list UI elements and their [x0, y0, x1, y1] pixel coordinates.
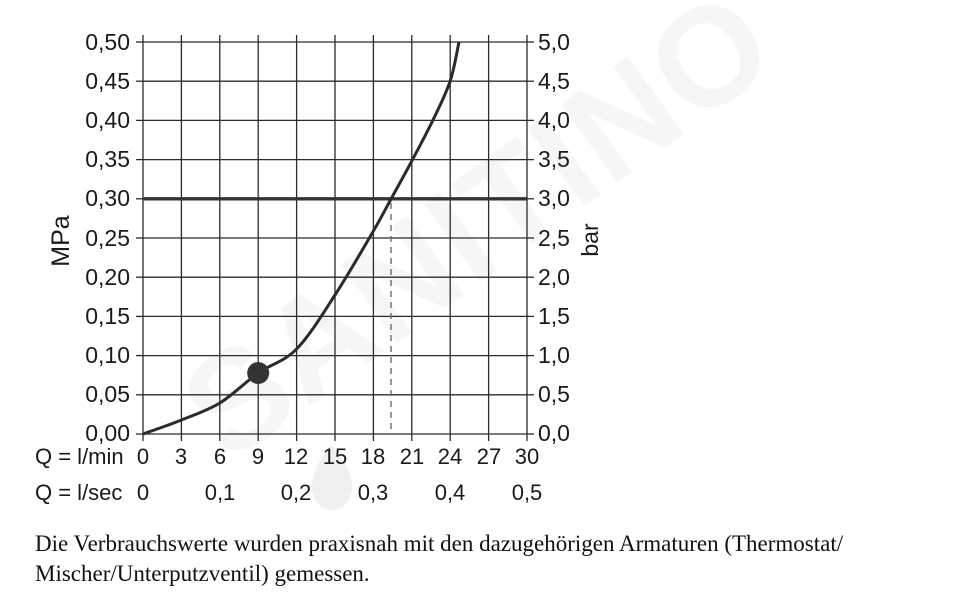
svg-text:24: 24 [438, 444, 462, 469]
svg-text:0,40: 0,40 [85, 107, 130, 133]
svg-text:0: 0 [137, 444, 149, 469]
svg-text:1,0: 1,0 [538, 342, 570, 368]
svg-text:6: 6 [214, 444, 226, 469]
svg-text:2,5: 2,5 [538, 225, 570, 251]
svg-text:3: 3 [175, 444, 187, 469]
svg-text:0,3: 0,3 [358, 480, 389, 505]
svg-text:Die Verbrauchswerte wurden pra: Die Verbrauchswerte wurden praxisnah mit… [35, 531, 844, 556]
svg-text:0,1: 0,1 [205, 480, 236, 505]
svg-text:15: 15 [323, 444, 347, 469]
svg-text:0,2: 0,2 [281, 480, 312, 505]
svg-text:SANITINO: SANITINO [154, 0, 800, 489]
svg-text:3,0: 3,0 [538, 185, 570, 211]
svg-text:0,20: 0,20 [85, 264, 130, 290]
svg-text:18: 18 [361, 444, 385, 469]
svg-text:Mischer/Unterputzventil) gemes: Mischer/Unterputzventil) gemessen. [35, 561, 370, 586]
svg-text:0,0: 0,0 [538, 420, 570, 446]
svg-text:3,5: 3,5 [538, 146, 570, 172]
svg-text:1,5: 1,5 [538, 303, 570, 329]
svg-text:5,0: 5,0 [538, 29, 570, 55]
svg-text:0: 0 [137, 480, 149, 505]
svg-text:0,5: 0,5 [512, 480, 543, 505]
svg-text:21: 21 [400, 444, 424, 469]
svg-text:0,4: 0,4 [435, 480, 466, 505]
svg-text:12: 12 [284, 444, 308, 469]
svg-text:0,35: 0,35 [85, 146, 130, 172]
svg-text:4,5: 4,5 [538, 68, 570, 94]
svg-text:4,0: 4,0 [538, 107, 570, 133]
svg-text:0,50: 0,50 [85, 29, 130, 55]
svg-text:Q = l/min: Q = l/min [35, 444, 124, 469]
svg-text:bar: bar [577, 223, 603, 257]
svg-text:0,25: 0,25 [85, 225, 130, 251]
svg-text:30: 30 [515, 444, 539, 469]
svg-text:0,00: 0,00 [85, 420, 130, 446]
svg-text:0,10: 0,10 [85, 342, 130, 368]
svg-text:0,45: 0,45 [85, 68, 130, 94]
svg-text:9: 9 [252, 444, 264, 469]
svg-text:0,30: 0,30 [85, 185, 130, 211]
svg-text:0,5: 0,5 [538, 381, 570, 407]
svg-text:27: 27 [477, 444, 501, 469]
svg-text:MPa: MPa [47, 215, 75, 267]
svg-text:2,0: 2,0 [538, 264, 570, 290]
svg-text:0,15: 0,15 [85, 303, 130, 329]
svg-text:Q = l/sec: Q = l/sec [35, 480, 122, 505]
svg-text:0,05: 0,05 [85, 381, 130, 407]
